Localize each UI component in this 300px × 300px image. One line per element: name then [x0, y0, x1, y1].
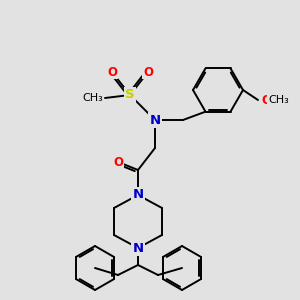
- Text: N: N: [132, 242, 144, 254]
- Text: CH₃: CH₃: [82, 93, 103, 103]
- Text: O: O: [107, 65, 117, 79]
- Text: N: N: [132, 188, 144, 202]
- Text: O: O: [143, 65, 153, 79]
- Text: N: N: [149, 113, 161, 127]
- Text: S: S: [125, 88, 135, 101]
- Text: O: O: [261, 94, 271, 106]
- Text: CH₃: CH₃: [268, 95, 289, 105]
- Text: O: O: [113, 155, 123, 169]
